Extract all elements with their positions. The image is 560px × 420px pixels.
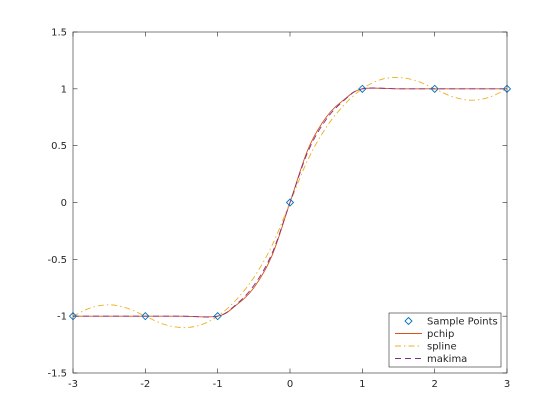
legend-label-spline: spline xyxy=(427,342,457,353)
y-tick-label: -0.5 xyxy=(47,255,67,266)
legend-marker-sample-points xyxy=(404,316,413,326)
x-tick-label: 0 xyxy=(287,379,293,390)
sample-point-marker xyxy=(213,312,222,321)
y-tick-label: -1.5 xyxy=(47,369,67,380)
x-tick-label: -2 xyxy=(140,379,150,390)
x-tick-label: -1 xyxy=(213,379,223,390)
legend-box xyxy=(388,312,502,368)
y-tick-label: 1.5 xyxy=(51,28,67,39)
sample-point-marker xyxy=(358,84,367,93)
sample-point-marker xyxy=(141,312,150,321)
legend-label-makima: makima xyxy=(427,354,467,365)
axes: -3 -2 -1 0 1 2 3 -1.5 -1 -0.5 0 0.5 1 1.5 Sample Point… xyxy=(47,28,512,390)
x-tick-label: 2 xyxy=(431,379,437,390)
x-tick-label: -3 xyxy=(68,379,78,390)
y-tick-label: 0.5 xyxy=(51,141,67,152)
x-tick-label: 3 xyxy=(504,379,510,390)
x-tick-label: 1 xyxy=(359,379,365,390)
legend-label-pchip: pchip xyxy=(427,329,454,340)
sample-point-marker xyxy=(285,198,295,207)
y-tick-label: -1 xyxy=(57,312,67,323)
axes-box xyxy=(72,31,508,374)
legend-label-sample-points: Sample Points xyxy=(427,317,498,328)
y-tick-label: 1 xyxy=(61,84,67,95)
y-tick-label: 0 xyxy=(61,198,67,209)
series-line-makima xyxy=(73,87,507,318)
sample-point-marker xyxy=(430,84,439,93)
